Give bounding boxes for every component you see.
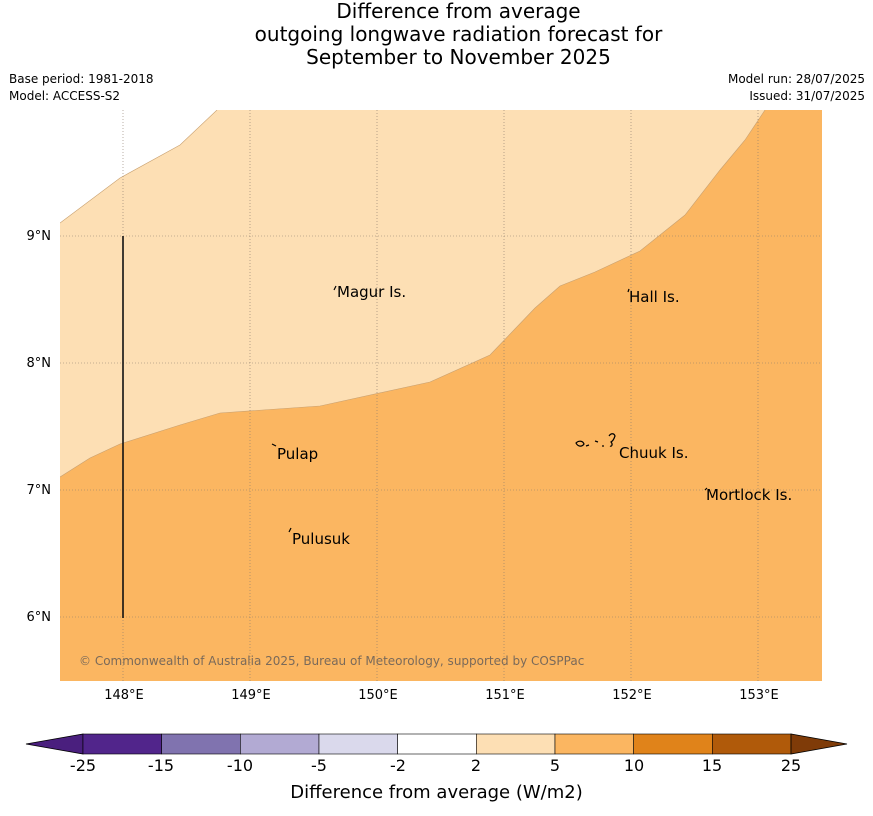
model-name: Model: ACCESS-S2 [9, 89, 121, 103]
meta-left: Base period: 1981-2018 Model: ACCESS-S2 [9, 71, 154, 105]
place-pulap: Pulap [277, 445, 319, 463]
place-hall: Hall Is. [629, 288, 680, 306]
colorbar-segment-6 [554, 733, 634, 755]
title-line-2: outgoing longwave radiation forecast for [254, 22, 663, 46]
colorbar-label-4: -2 [390, 756, 406, 775]
lon-label-148: 148°E [104, 688, 144, 703]
colorbar-label-8: 15 [701, 756, 723, 775]
colorbar-extend-low [25, 733, 84, 755]
colorbar-label-6: 5 [549, 756, 561, 775]
lat-label-9: 9°N [26, 229, 52, 244]
pulap-island [271, 443, 277, 447]
title-line-3: September to November 2025 [306, 45, 611, 69]
colorbar-label-3: -5 [311, 756, 327, 775]
colorbar-label-5: 2 [470, 756, 482, 775]
copyright-notice: © Commonwealth of Australia 2025, Bureau… [79, 654, 585, 668]
pulusuk-island [288, 527, 292, 533]
anomaly-2-5-region [60, 110, 765, 477]
colorbar-label-7: 10 [623, 756, 645, 775]
chuuk-islet-2 [585, 444, 590, 447]
place-chuuk: Chuuk Is. [619, 444, 689, 462]
island-outlines [271, 285, 708, 533]
colorbar-label-0: -25 [69, 756, 97, 775]
colorbar-segment-3 [318, 733, 398, 755]
lon-label-151: 151°E [485, 688, 525, 703]
chuuk-islet-3 [594, 440, 599, 443]
colorbar-segment-7 [633, 733, 713, 755]
lon-label-150: 150°E [358, 688, 398, 703]
colorbar-title: Difference from average (W/m2) [290, 782, 583, 803]
model-run: Model run: 28/07/2025 [727, 72, 865, 86]
contour-line [60, 110, 766, 478]
no-data-region [60, 110, 217, 223]
colorbar-segments [25, 733, 848, 755]
meta-right: Model run: 28/07/2025 Issued: 31/07/2025 [728, 71, 865, 105]
colorbar-segment-5 [476, 733, 556, 755]
colorbar-extend-high [790, 733, 848, 755]
map-panel [60, 110, 822, 681]
base-period: Base period: 1981-2018 [9, 72, 154, 86]
colorbar-label-1: -15 [147, 756, 175, 775]
colorbar-segment-1 [161, 733, 241, 755]
colorbar-segment-8 [712, 733, 792, 755]
colorbar-label-2: -10 [226, 756, 254, 775]
lat-label-8: 8°N [26, 356, 52, 371]
colorbar-segment-0 [82, 733, 162, 755]
lon-label-149: 149°E [231, 688, 271, 703]
colorbar-segment-4 [397, 733, 477, 755]
lon-label-152: 152°E [612, 688, 652, 703]
place-mortlock: Mortlock Is. [706, 486, 793, 504]
magur-island [333, 285, 337, 291]
chuuk-islet-5 [608, 433, 616, 447]
map-canvas [60, 110, 822, 681]
colorbar-segment-2 [240, 733, 320, 755]
place-magur: Magur Is. [337, 283, 407, 301]
hall-island [627, 288, 630, 293]
lon-label-153: 153°E [739, 688, 779, 703]
lat-label-6: 6°N [26, 610, 52, 625]
issued-date: Issued: 31/07/2025 [749, 89, 865, 103]
chuuk-islet-1 [575, 440, 585, 447]
title-line-1: Difference from average [336, 0, 581, 23]
lat-label-7: 7°N [26, 483, 52, 498]
mortlock-island [704, 487, 708, 491]
place-pulusuk: Pulusuk [292, 530, 350, 548]
map-title: Difference from average outgoing longwav… [0, 0, 873, 69]
colorbar-label-9: 25 [780, 756, 802, 775]
colorbar [25, 733, 848, 755]
